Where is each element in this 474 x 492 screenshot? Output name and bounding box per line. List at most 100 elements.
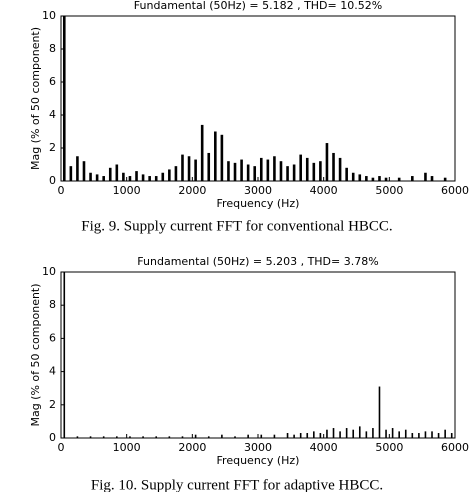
bar	[371, 177, 375, 181]
bar	[279, 161, 283, 181]
bar	[102, 176, 105, 181]
bar	[424, 431, 427, 438]
y-tick-label: 10	[42, 9, 56, 22]
x-tick-label: 5000	[375, 184, 403, 197]
bar	[332, 152, 335, 181]
bar	[63, 272, 66, 438]
bar	[155, 436, 158, 438]
bar	[174, 166, 178, 181]
bar	[299, 154, 302, 181]
x-tick-label: 6000	[441, 441, 469, 454]
bar	[102, 436, 105, 438]
caption: Fig. 9. Supply current FFT for conventio…	[81, 218, 392, 234]
bar	[378, 386, 381, 438]
x-tick-label: 4000	[310, 184, 338, 197]
bar	[397, 177, 401, 181]
bar	[154, 176, 158, 181]
bar	[444, 429, 446, 438]
x-tick-label: 0	[58, 441, 65, 454]
bar	[398, 431, 400, 438]
bar	[450, 433, 453, 438]
bar	[128, 176, 132, 181]
bar	[332, 428, 335, 438]
bar	[221, 434, 223, 438]
bar	[384, 177, 388, 181]
bar	[207, 152, 211, 181]
bar	[391, 428, 394, 438]
bar	[141, 174, 145, 181]
y-tick-label: 0	[49, 431, 56, 444]
bar	[299, 433, 302, 438]
bar	[372, 428, 374, 438]
bar	[200, 124, 204, 181]
x-tick-label: 1000	[113, 184, 141, 197]
bar	[266, 159, 270, 181]
bar	[312, 162, 316, 181]
bar	[358, 426, 361, 438]
bar	[129, 436, 131, 438]
x-tick-label: 3000	[244, 441, 272, 454]
bar	[305, 157, 309, 181]
y-tick-label: 8	[49, 298, 56, 311]
bar	[365, 176, 368, 181]
bar	[338, 157, 342, 181]
bar	[431, 431, 433, 438]
bar	[89, 172, 92, 181]
bar	[365, 431, 368, 438]
bar	[76, 436, 79, 438]
bar	[319, 433, 322, 438]
bar	[325, 143, 329, 181]
bar	[69, 166, 73, 181]
bar	[313, 431, 315, 438]
bar	[116, 436, 118, 438]
bar	[181, 436, 184, 438]
bar	[286, 433, 289, 438]
bar	[240, 159, 243, 181]
bar	[292, 164, 296, 181]
y-tick-label: 4	[49, 365, 56, 378]
chart-title: Fundamental (50Hz) = 5.182 , THD= 10.52%	[134, 0, 382, 12]
bar	[418, 433, 420, 438]
bar	[122, 172, 125, 181]
bar	[89, 436, 92, 438]
bar	[253, 166, 257, 181]
bar	[260, 434, 263, 438]
bar	[345, 167, 348, 181]
x-axis-label: Frequency (Hz)	[217, 197, 300, 210]
bar	[148, 176, 151, 181]
bar	[214, 131, 217, 181]
x-tick-label: 1000	[113, 441, 141, 454]
chart-title: Fundamental (50Hz) = 5.203 , THD= 3.78%	[137, 255, 378, 268]
y-axis-label: Mag (% of 50 component)	[29, 283, 42, 426]
bar	[233, 162, 237, 181]
bar	[437, 433, 440, 438]
x-tick-label: 3000	[244, 184, 272, 197]
bar	[259, 157, 263, 181]
bar	[227, 161, 230, 181]
bar	[326, 429, 328, 438]
bar	[358, 174, 362, 181]
bar	[82, 161, 86, 181]
x-axis-label: Frequency (Hz)	[217, 454, 300, 467]
bar	[404, 429, 407, 438]
bar	[76, 156, 79, 181]
bar	[247, 434, 249, 438]
y-tick-label: 6	[49, 75, 56, 88]
bar	[378, 176, 381, 181]
bar	[385, 429, 387, 438]
bar	[339, 431, 341, 438]
bar	[411, 433, 414, 438]
bar	[234, 436, 236, 438]
caption: Fig. 10. Supply current FFT for adaptive…	[91, 477, 383, 492]
y-tick-label: 4	[49, 108, 56, 121]
x-tick-label: 2000	[178, 184, 206, 197]
x-tick-label: 0	[58, 184, 65, 197]
bar	[246, 164, 250, 181]
bar	[430, 176, 434, 181]
x-tick-label: 4000	[310, 441, 338, 454]
y-tick-label: 10	[42, 265, 56, 278]
bar	[181, 154, 184, 181]
plot-frame	[60, 271, 456, 439]
bar	[135, 171, 138, 181]
bar	[142, 436, 144, 438]
